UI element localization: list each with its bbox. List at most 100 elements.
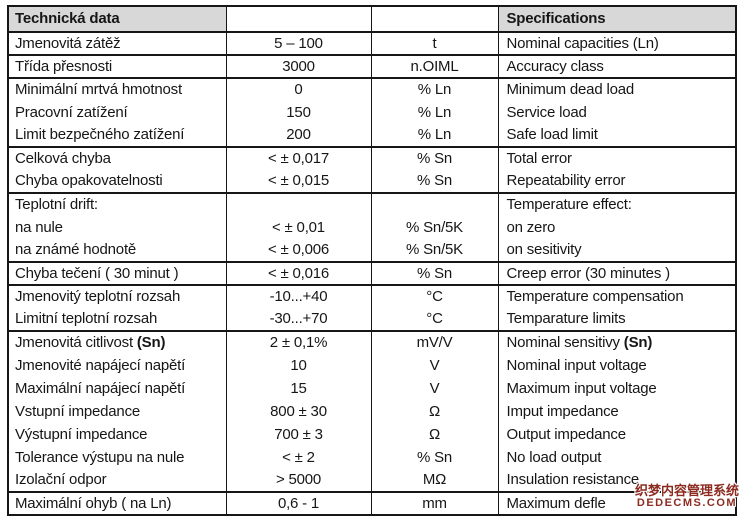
- row-value: 0: [225, 77, 371, 101]
- row-value: 5 – 100: [225, 32, 371, 55]
- row-unit: mV/V: [370, 330, 498, 354]
- table-body: Jmenovitá zátěž 5 – 100 t Nominal capacitie…: [8, 32, 736, 515]
- row-label-english: on sesitivity: [497, 239, 736, 262]
- row-label-english: on zero: [497, 216, 736, 239]
- row-label-english-text: Temperature effect:: [506, 196, 632, 214]
- header-row: Technická data Specifications: [8, 6, 736, 33]
- row-value: 0,6 - 1: [225, 491, 371, 515]
- row-value-text: 3000: [282, 57, 315, 75]
- row-value-text: < ± 0,017: [267, 150, 330, 168]
- row-value: -30...+70: [225, 308, 371, 331]
- row-unit-text: Ω: [428, 425, 440, 443]
- table-row: Minimální mrtvá hmotnost 0 % Ln Minimum dea…: [8, 77, 736, 101]
- row-value: < ± 2: [225, 446, 371, 469]
- row-unit: % Ln: [370, 124, 498, 147]
- table-row: Tolerance výstupu na nule < ± 2 % Sn No loa…: [8, 446, 736, 469]
- row-value-text: 150: [286, 103, 311, 121]
- row-label-english-text: Repeatability error: [506, 172, 626, 190]
- row-unit-text: t: [432, 34, 437, 52]
- row-unit-text: Ω: [428, 402, 440, 420]
- row-label-czech-text: Limit bezpečného zatížení: [15, 126, 185, 144]
- row-label-czech: Pracovní zatížení: [8, 101, 226, 124]
- row-label-czech-text: Tolerance výstupu na nule: [15, 448, 185, 466]
- row-value: [225, 192, 371, 216]
- row-value: < ± 0,017: [225, 146, 371, 170]
- row-label-english: Safe load limit: [497, 124, 736, 147]
- row-unit-text: °C: [426, 310, 443, 328]
- row-value-text: 200: [286, 126, 311, 144]
- row-unit: [370, 192, 498, 216]
- table-row: Maximální napájecí napětí 15 V Maximum inpu…: [8, 377, 736, 400]
- row-label-english-text: Creep error (30 minutes ): [506, 264, 671, 282]
- row-unit: % Sn: [370, 170, 498, 193]
- row-value-text: < ± 0,016: [267, 264, 330, 282]
- row-value: 800 ± 30: [225, 400, 371, 423]
- row-label-english-text: Safe load limit: [506, 126, 598, 144]
- table-row: Jmenovitý teplotní rozsah -10...+40 °C Temp…: [8, 284, 736, 308]
- row-unit-text: mV/V: [416, 334, 453, 352]
- row-label-english: Temperature effect:: [497, 192, 736, 216]
- row-value-text: -30...+70: [269, 310, 328, 328]
- row-label-english-text: on sesitivity: [506, 241, 582, 259]
- row-value-text: 0,6 - 1: [277, 494, 320, 512]
- row-value-text: > 5000: [275, 471, 322, 489]
- row-label-czech: Výstupní impedance: [8, 423, 226, 446]
- row-unit-text: % Sn: [416, 448, 453, 466]
- row-value: 200: [225, 124, 371, 147]
- row-unit-text: MΩ: [422, 471, 447, 489]
- row-label-english-text: Minimum dead load: [506, 81, 635, 99]
- row-unit: % Sn: [370, 446, 498, 469]
- row-label-english-text: Insulation resistance: [506, 471, 640, 489]
- row-label-czech: Maximální napájecí napětí: [8, 377, 226, 400]
- row-label-czech: Tolerance výstupu na nule: [8, 446, 226, 469]
- row-label-czech: Jmenovitý teplotní rozsah: [8, 284, 226, 308]
- row-value: < ± 0,006: [225, 239, 371, 262]
- row-unit-text: % Sn: [416, 264, 453, 282]
- row-unit-text: % Sn/5K: [406, 241, 463, 259]
- row-value-text: < ± 0,015: [267, 172, 330, 190]
- row-value-text: -10...+40: [269, 288, 328, 306]
- table-row: na známé hodnotě < ± 0,006 % Sn/5K on sesit…: [8, 239, 736, 262]
- row-unit: % Ln: [370, 77, 498, 101]
- row-label-czech-text: Výstupní impedance: [15, 425, 148, 443]
- row-value-text: 5 – 100: [274, 34, 323, 52]
- row-label-czech-text: Minimální mrtvá hmotnost: [15, 81, 182, 99]
- row-unit: % Ln: [370, 101, 498, 124]
- row-value: 2 ± 0,1%: [225, 330, 371, 354]
- row-label-czech-text: na známé hodnotě: [15, 241, 137, 259]
- row-value: < ± 0,01: [225, 216, 371, 239]
- row-label-english-text: Output impedance: [506, 425, 627, 443]
- row-label-english: Service load: [497, 101, 736, 124]
- row-label-czech-text: Jmenovité napájecí napětí: [15, 356, 186, 374]
- row-unit: Ω: [370, 423, 498, 446]
- row-value-text: 2 ± 0,1%: [269, 334, 328, 352]
- row-value-text: < ± 0,006: [267, 241, 330, 259]
- row-label-english: Accuracy class: [497, 54, 736, 78]
- row-label-czech: Maximální ohyb ( na Ln): [8, 491, 226, 515]
- row-label-english-text: Temparature limits: [506, 310, 626, 328]
- row-unit: mm: [370, 491, 498, 515]
- header-english-title: Specifications: [497, 6, 736, 33]
- row-label-czech: Limitní teplotní rozsah: [8, 308, 226, 331]
- row-label-czech-text: Jmenovitá citlivost: [15, 334, 137, 352]
- row-unit: % Sn/5K: [370, 216, 498, 239]
- row-unit: % Sn: [370, 261, 498, 285]
- row-label-czech-text: Pracovní zatížení: [15, 103, 128, 121]
- row-label-czech-text: Maximální napájecí napětí: [15, 379, 186, 397]
- row-label-czech-text: Jmenovitá zátěž: [15, 34, 121, 52]
- table-row: Celková chyba < ± 0,017 % Sn Total error: [8, 146, 736, 170]
- row-label-english-text: Maximum input voltage: [506, 379, 657, 397]
- row-value: < ± 0,016: [225, 261, 371, 285]
- row-label-english: Temparature limits: [497, 308, 736, 331]
- row-label-english: Nominal sensitivy (Sn): [497, 330, 736, 354]
- technical-data-table: Technická data Specifications Jmenovitá …: [7, 5, 737, 516]
- row-label-english-bold-text: (Sn): [623, 334, 653, 352]
- row-label-czech: Chyba tečení ( 30 minut ): [8, 261, 226, 285]
- row-label-czech: Teplotní drift:: [8, 192, 226, 216]
- row-label-czech-text: Chyba opakovatelnosti: [15, 172, 163, 190]
- table-header: Technická data Specifications: [8, 6, 736, 33]
- table-row: Vstupní impedance 800 ± 30 Ω Imput impedanc…: [8, 400, 736, 423]
- row-label-czech-text: Celková chyba: [15, 150, 111, 168]
- table-row: na nule < ± 0,01 % Sn/5K on zero: [8, 216, 736, 239]
- row-label-english-text: No load output: [506, 448, 602, 466]
